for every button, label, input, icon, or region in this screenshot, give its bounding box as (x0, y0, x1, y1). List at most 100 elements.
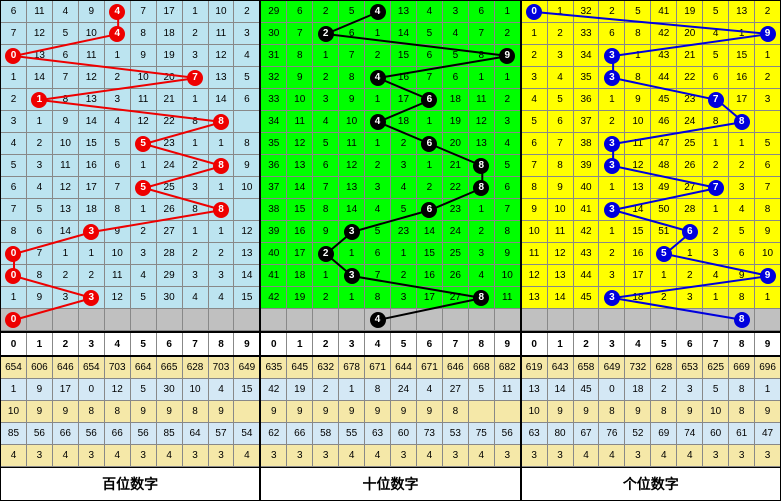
ball: 3 (604, 136, 620, 152)
stat-row: 63806776526974606147 (522, 423, 780, 445)
ball: 5 (656, 246, 672, 262)
cell: 3 (599, 287, 625, 308)
cell: 36 (261, 155, 287, 176)
ball: 0 (5, 246, 21, 262)
stat-cell: 54 (234, 423, 259, 444)
data-row: 319144122288 (1, 111, 259, 133)
stat-cell: 635 (261, 357, 287, 378)
stat-cell: 653 (677, 357, 703, 378)
stat-cell: 74 (677, 423, 703, 444)
stat-cell: 649 (599, 357, 625, 378)
cell: 3 (391, 287, 417, 308)
stat-cell: 646 (443, 357, 469, 378)
cell: 1 (729, 23, 755, 44)
cell: 10 (625, 111, 651, 132)
stat-cell: 75 (469, 423, 495, 444)
cell: 10 (209, 1, 235, 22)
cell: 13 (209, 67, 235, 88)
cell: 3 (183, 177, 209, 198)
stat-cell: 606 (27, 357, 53, 378)
data-row: 4 (261, 309, 519, 331)
cell: 4 (729, 199, 755, 220)
cell: 26 (443, 265, 469, 286)
cell: 3 (105, 89, 131, 110)
stat-cell: 73 (417, 423, 443, 444)
header-cell: 7 (703, 333, 729, 355)
header-cell: 1 (27, 333, 53, 355)
cell: 6 (729, 243, 755, 264)
header-cell: 7 (443, 333, 469, 355)
cell: 5 (522, 111, 548, 132)
stat-cell: 9 (27, 401, 53, 422)
ball: 3 (83, 290, 99, 306)
cell: 11 (548, 221, 574, 242)
cell: 23 (443, 199, 469, 220)
stat-row: 85566656665685645754 (1, 423, 259, 445)
cell: 12 (287, 133, 313, 154)
cell: 5 (313, 133, 339, 154)
stat-cell: 3 (313, 445, 339, 466)
stat-cell: 3 (261, 445, 287, 466)
cell: 14 (391, 23, 417, 44)
header-cell: 9 (234, 333, 259, 355)
stat-cell: 58 (313, 423, 339, 444)
cell: 11 (495, 287, 520, 308)
stat-cell: 63 (522, 423, 548, 444)
cell: 13 (625, 177, 651, 198)
cell: 27 (157, 221, 183, 242)
cell: 4 (131, 265, 157, 286)
cell: 5 (339, 1, 365, 22)
data-row: 67383114725115 (522, 133, 780, 155)
ball: 8 (734, 312, 750, 328)
cell: 16 (417, 265, 443, 286)
cell: 13 (548, 265, 574, 286)
cell: 1 (417, 155, 443, 176)
cell: 18 (157, 23, 183, 44)
cell: 3 (183, 265, 209, 286)
cell: 3 (79, 287, 105, 308)
cell (417, 309, 443, 330)
stat-cell: 8 (729, 401, 755, 422)
cell: 6 (287, 1, 313, 22)
ball: 0 (5, 312, 21, 328)
stat-cell: 9 (548, 401, 574, 422)
cell: 10 (53, 133, 79, 154)
cell: 1 (703, 287, 729, 308)
cell: 38 (261, 199, 287, 220)
stat-cell: 703 (105, 357, 131, 378)
cell: 38 (574, 133, 600, 154)
cell: 12 (339, 155, 365, 176)
cell: 4 (313, 111, 339, 132)
stat-cell: 60 (391, 423, 417, 444)
cell: 14 (53, 221, 79, 242)
cell: 9 (131, 45, 157, 66)
stat-cell: 45 (574, 379, 600, 400)
cell (234, 309, 259, 330)
cell: 21 (157, 89, 183, 110)
cell: 11 (339, 133, 365, 154)
header-cell: 5 (391, 333, 417, 355)
cell: 2 (599, 111, 625, 132)
cell: 11 (53, 155, 79, 176)
cell: 3 (313, 89, 339, 110)
cell: 16 (287, 221, 313, 242)
ball: 4 (370, 312, 386, 328)
ball: 8 (734, 114, 750, 130)
data-row: 13144531823181 (522, 287, 780, 309)
cell: 9 (729, 265, 755, 286)
cell: 12 (209, 45, 235, 66)
cell: 2 (729, 155, 755, 176)
ball: 1 (31, 92, 47, 108)
data-row: 751318812688 (1, 199, 259, 221)
ball: 9 (499, 48, 515, 64)
stat-cell: 669 (729, 357, 755, 378)
cell: 12 (27, 23, 53, 44)
cell: 8 (625, 23, 651, 44)
ball: 7 (708, 92, 724, 108)
stat-cell: 1 (339, 379, 365, 400)
cell: 6 (755, 155, 780, 176)
cell: 14 (79, 111, 105, 132)
stat-cell: 646 (53, 357, 79, 378)
header-cell: 0 (261, 333, 287, 355)
cell (495, 309, 520, 330)
